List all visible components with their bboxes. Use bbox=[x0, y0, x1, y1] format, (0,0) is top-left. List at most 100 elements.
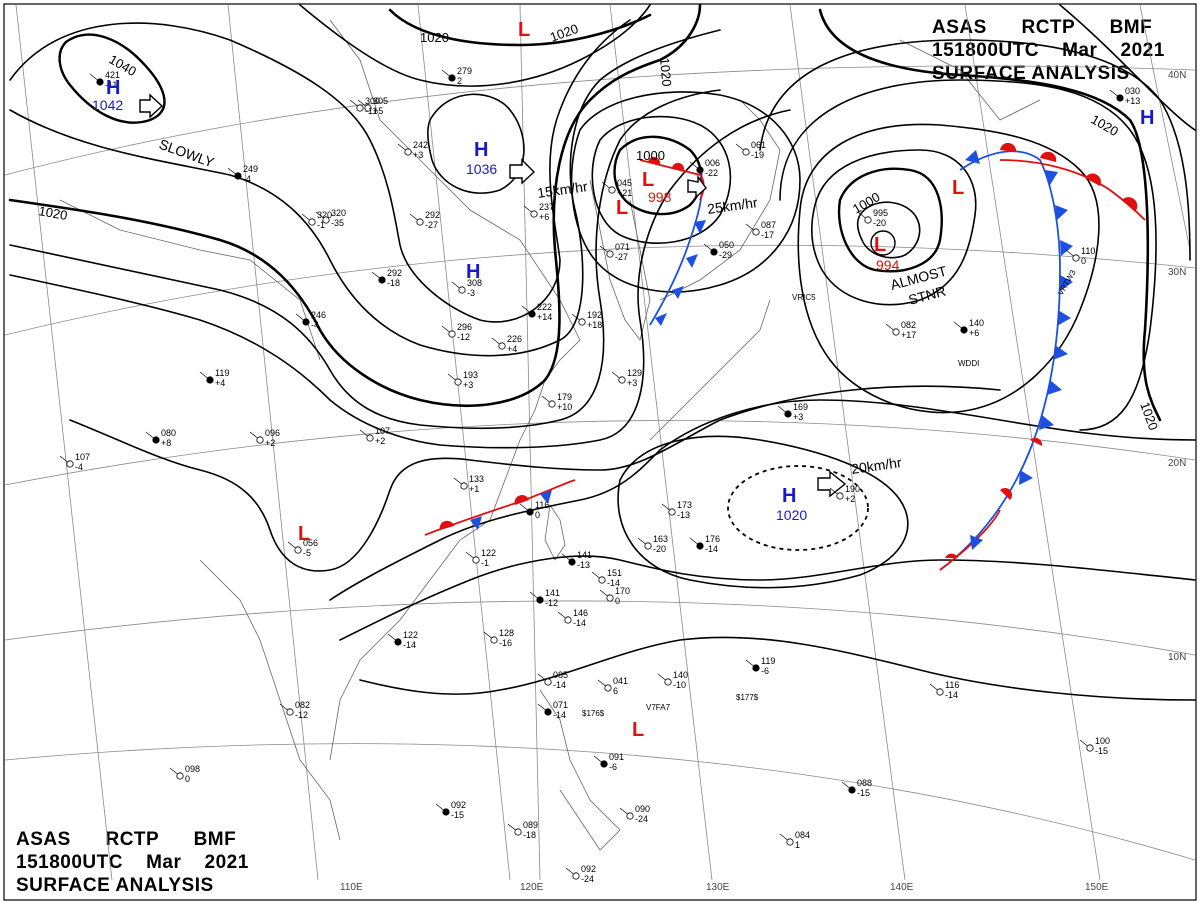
station-plot: 292-18 bbox=[371, 268, 402, 288]
station-plot: 421-11 bbox=[89, 70, 120, 90]
isobar-1004-east bbox=[811, 149, 977, 306]
station-tendency: -15 bbox=[857, 788, 870, 798]
station-pressure: 242 bbox=[413, 140, 428, 150]
station-plot: 050-29 bbox=[703, 240, 734, 260]
station-circle bbox=[608, 186, 616, 194]
station-tendency: -3 bbox=[467, 288, 475, 298]
low-center-marker: L bbox=[298, 523, 310, 545]
low-center-value: 994 bbox=[876, 257, 900, 273]
station-plot: 122-14 bbox=[387, 630, 418, 650]
station-circle bbox=[668, 508, 676, 516]
movement-text: 15km/hr bbox=[536, 178, 589, 201]
station-tendency: +13 bbox=[1125, 96, 1140, 106]
isobar-1020-south-loop bbox=[617, 435, 909, 589]
station-tendency: -29 bbox=[719, 250, 732, 260]
station-circle bbox=[544, 708, 552, 716]
station-plot: 141-12 bbox=[529, 588, 560, 608]
cold-barb bbox=[1047, 380, 1062, 395]
station-circle bbox=[644, 542, 652, 550]
cold-front-pacific bbox=[939, 150, 1061, 571]
station-tendency: -18 bbox=[523, 830, 536, 840]
high-center-value: 1020 bbox=[776, 507, 807, 523]
station-tendency: 2 bbox=[457, 76, 462, 86]
station-plot: 237+6 bbox=[523, 202, 554, 222]
station-plot: 320-35 bbox=[315, 208, 346, 228]
misc-code: $177$ bbox=[736, 693, 759, 702]
station-plot: 092-15 bbox=[435, 800, 466, 820]
station-tendency: -1 bbox=[481, 558, 489, 568]
station-circle bbox=[568, 558, 576, 566]
isobar-1000-east bbox=[837, 167, 943, 273]
station-tendency: -12 bbox=[457, 332, 470, 342]
station-pressure: 192 bbox=[587, 310, 602, 320]
header-line2: 151800UTC Mar 2021 bbox=[932, 39, 1165, 62]
low-center-marker: L bbox=[632, 719, 644, 741]
coast-taiwan bbox=[544, 503, 566, 561]
isobar-1010-south bbox=[359, 636, 1196, 701]
station-plot: 089-18 bbox=[507, 820, 538, 840]
header-month: Mar bbox=[146, 852, 182, 873]
isobar-value: 1020 bbox=[420, 30, 449, 45]
high-center-marker: H bbox=[466, 261, 480, 283]
station-circle bbox=[536, 596, 544, 604]
station-pressure: 082 bbox=[901, 320, 916, 330]
header-bottom: ASAS RCTP BMF 151800UTC Mar 2021 SURFACE… bbox=[16, 828, 249, 897]
station-plot: 091-6 bbox=[593, 752, 624, 772]
station-plot: 140-10 bbox=[657, 670, 688, 690]
station-circle bbox=[564, 616, 572, 624]
arrow-icon bbox=[139, 93, 164, 119]
lon-label: 110E bbox=[340, 882, 363, 893]
movement-text: SLOWLY bbox=[157, 136, 217, 171]
station-circle bbox=[514, 828, 522, 836]
warm-dome bbox=[945, 553, 958, 558]
station-circle bbox=[176, 772, 184, 780]
station-plot: 146-14 bbox=[557, 608, 588, 628]
station-plot: 308-3 bbox=[451, 278, 482, 298]
station-circle bbox=[472, 556, 480, 564]
warm-dome bbox=[1040, 151, 1057, 162]
station-circle bbox=[578, 318, 586, 326]
high-center-marker: H bbox=[106, 77, 120, 99]
warm-front-pacific bbox=[999, 159, 1146, 221]
station-tendency: 0 bbox=[185, 774, 190, 784]
station-tendency: +17 bbox=[901, 330, 916, 340]
header-year: 2021 bbox=[1120, 40, 1165, 61]
station-plot: 226+4 bbox=[491, 334, 522, 354]
station-circle bbox=[528, 310, 536, 318]
parallel-10n bbox=[4, 600, 1196, 656]
station-plot: 179+10 bbox=[541, 392, 572, 412]
station-tendency: +8 bbox=[161, 438, 171, 448]
station-circle bbox=[366, 434, 374, 442]
station-plot: 249-4 bbox=[227, 164, 258, 184]
station-tendency: +6 bbox=[969, 328, 979, 338]
station-circle bbox=[606, 594, 614, 602]
station-plot: 045+21 bbox=[601, 178, 632, 198]
station-pressure: 169 bbox=[793, 402, 808, 412]
pressure-systems: H 1042 H 1036 H H 1020 H L 998 L 994 L L… bbox=[92, 19, 1154, 741]
station-pressure: 080 bbox=[161, 428, 176, 438]
isobar-1024-north bbox=[299, 4, 651, 87]
station-tendency: +3 bbox=[413, 150, 423, 160]
isobar-1008-east bbox=[797, 123, 1100, 414]
coast-indochina bbox=[199, 559, 341, 841]
station-pressure: 320 bbox=[331, 208, 346, 218]
station-tendency: -22 bbox=[705, 168, 718, 178]
arrow-icon bbox=[817, 470, 847, 498]
station-plot: 995-20 bbox=[857, 208, 888, 228]
station-circle bbox=[152, 436, 160, 444]
isobar-996-east bbox=[856, 201, 921, 259]
station-circle bbox=[530, 210, 538, 218]
station-pressure: 045 bbox=[617, 178, 632, 188]
station-circle bbox=[378, 276, 386, 284]
station-circle bbox=[66, 460, 74, 468]
dashed-high-ring bbox=[727, 465, 869, 551]
header-time: 151800UTC bbox=[16, 852, 123, 873]
cold-barb bbox=[1053, 345, 1068, 360]
station-plot: 300-11 bbox=[349, 96, 380, 116]
lat-label: 10N bbox=[1168, 652, 1186, 663]
station-pressure: 110 bbox=[1081, 246, 1095, 256]
cold-barb bbox=[1045, 170, 1058, 185]
